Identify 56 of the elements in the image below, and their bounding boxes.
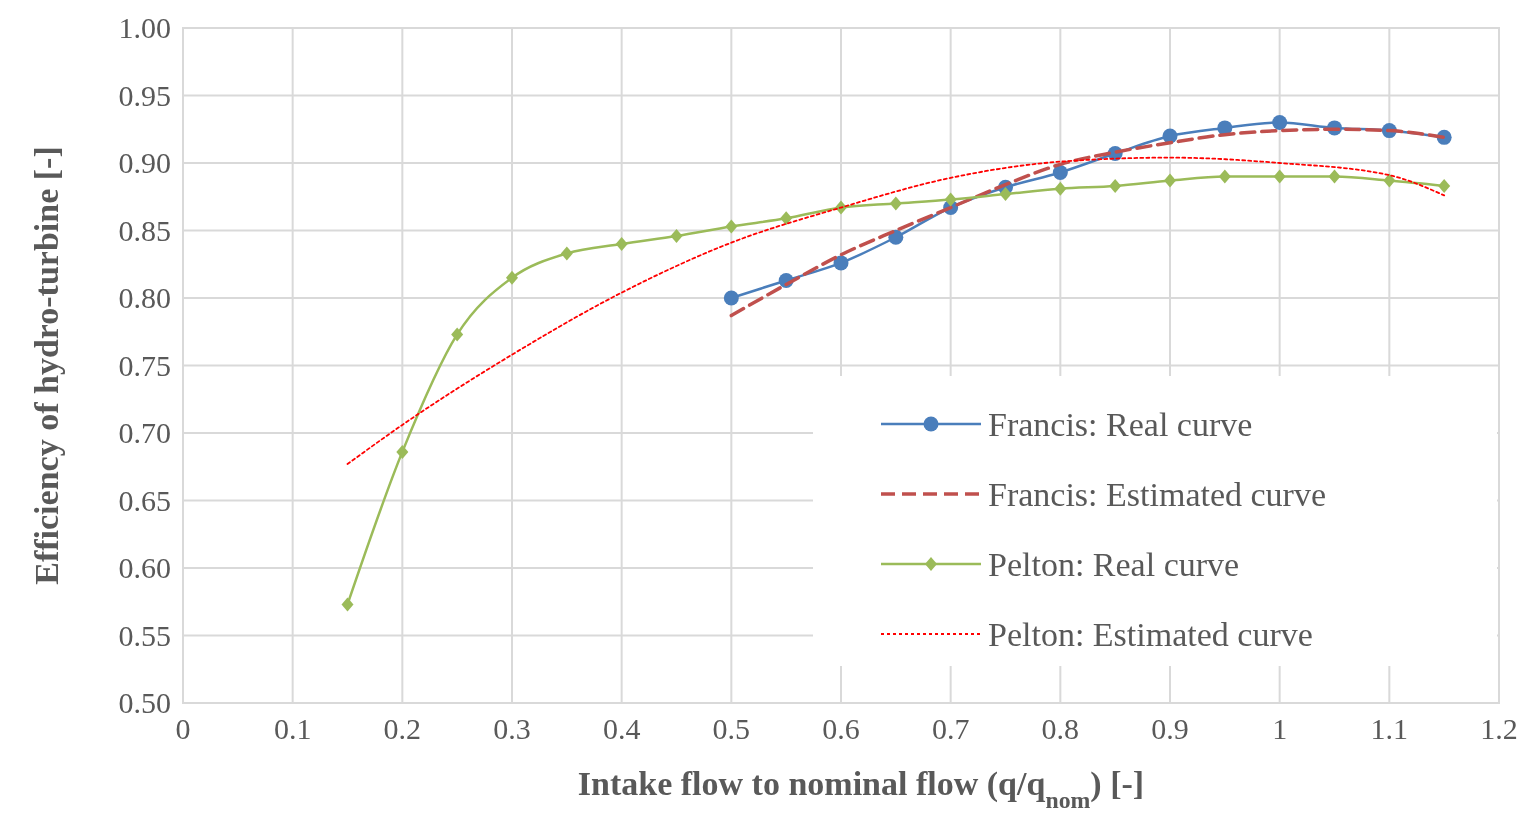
x-tick-label: 0.9 bbox=[1151, 712, 1189, 745]
line-series bbox=[346, 156, 1446, 465]
point bbox=[1109, 178, 1122, 193]
y-tick-label: 0.65 bbox=[118, 483, 171, 517]
point bbox=[1054, 181, 1067, 196]
point bbox=[451, 327, 464, 342]
point bbox=[780, 211, 793, 226]
y-tick-label: 0.95 bbox=[118, 78, 171, 112]
x-tick-label: 0.8 bbox=[1041, 712, 1080, 745]
x-tick-label: 0.6 bbox=[822, 712, 860, 745]
legend-label: Pelton: Estimated curve bbox=[988, 616, 1313, 653]
point bbox=[1273, 169, 1286, 184]
x-axis-title: Intake flow to nominal flow (q/q$_{nom}$) [-] bbox=[577, 765, 1145, 813]
point bbox=[944, 192, 957, 207]
x-tick-label: 0 bbox=[175, 712, 191, 745]
x-tick-label: 0.5 bbox=[712, 712, 751, 745]
y-tick-label: 0.75 bbox=[118, 348, 171, 382]
point bbox=[833, 255, 849, 271]
x-tick-label: 1.1 bbox=[1370, 712, 1409, 745]
point bbox=[1328, 169, 1341, 184]
x-tick-label: 0.1 bbox=[273, 712, 312, 745]
y-tick-label: 0.70 bbox=[118, 416, 171, 449]
y-tick-label: 0.85 bbox=[118, 213, 171, 247]
point bbox=[999, 187, 1012, 202]
x-tick-label: 0.3 bbox=[493, 712, 531, 745]
point bbox=[1438, 178, 1451, 193]
point bbox=[1383, 173, 1396, 188]
point bbox=[723, 290, 739, 306]
y-tick-label: 0.55 bbox=[118, 618, 171, 652]
y-tick-label: 0.50 bbox=[118, 686, 171, 719]
legend-label: Pelton: Real curve bbox=[988, 546, 1240, 583]
point bbox=[615, 237, 628, 251]
y-tick-label: 0.90 bbox=[118, 146, 171, 179]
y-axis-title: Efficiency of hydro-turbine [-] bbox=[28, 146, 65, 585]
x-tick-label: 1.2 bbox=[1480, 712, 1518, 745]
y-tick-label: 0.60 bbox=[118, 551, 171, 584]
x-tick-label: 0.7 bbox=[931, 712, 970, 745]
point bbox=[1218, 169, 1231, 184]
x-tick-label: 0.4 bbox=[602, 712, 641, 745]
point bbox=[396, 444, 409, 459]
y-tick-label: 0.80 bbox=[118, 281, 171, 314]
legend-label: Francis: Real curve bbox=[988, 406, 1253, 443]
point bbox=[670, 228, 683, 243]
x-tick-label: 0.2 bbox=[383, 712, 422, 745]
point bbox=[725, 219, 738, 234]
point bbox=[1052, 164, 1068, 180]
point bbox=[1272, 115, 1288, 130]
point bbox=[888, 229, 904, 245]
point bbox=[560, 246, 573, 261]
y-tick-label: 1.00 bbox=[118, 11, 171, 44]
point bbox=[341, 597, 354, 612]
point bbox=[889, 196, 902, 211]
point bbox=[1164, 173, 1176, 188]
x-tick-label: 1 bbox=[1272, 712, 1288, 745]
point bbox=[506, 270, 518, 285]
legend-label: Francis: Estimated curve bbox=[988, 476, 1327, 513]
